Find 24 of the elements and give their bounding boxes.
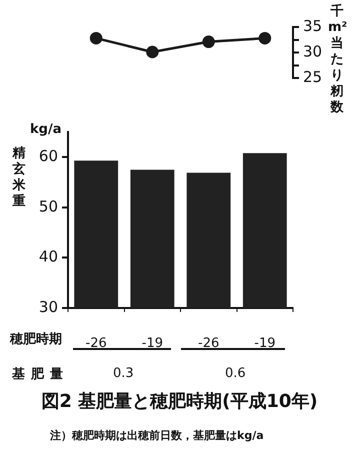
x-tick-label: -19 [254, 336, 276, 352]
point [202, 36, 215, 48]
y-tick-label: 30 [303, 42, 322, 60]
x-tick-label: -19 [142, 336, 163, 352]
text: 図2 基肥量と穂肥時期(平成10年) [40, 390, 319, 413]
y-tick-label: 60 [38, 147, 58, 166]
point [258, 32, 272, 44]
x-tick-label: -26 [198, 336, 220, 352]
y-tick-label: 35 [303, 16, 322, 35]
y-tick-label: 40 [38, 248, 58, 266]
text: 基肥量 [12, 366, 69, 383]
y-tick-label: 50 [38, 197, 58, 216]
y-axis-title: 千m²当たり籾数 [328, 4, 348, 116]
y-tick-label: 25 [303, 68, 322, 86]
y-tick-label: 30 [38, 298, 58, 316]
x-axis-title: 穂肥時期 [10, 331, 62, 348]
point [90, 32, 102, 44]
text: 0.3 [113, 366, 134, 381]
text: 注）穂肥時期は出穂前日数，基肥量はkg/a [50, 428, 264, 443]
text: 0.6 [225, 366, 246, 381]
text: kg/a [30, 122, 62, 137]
point [146, 46, 159, 58]
x-tick-label: -26 [86, 336, 107, 352]
y-axis-title: 精玄米重 [11, 146, 26, 210]
